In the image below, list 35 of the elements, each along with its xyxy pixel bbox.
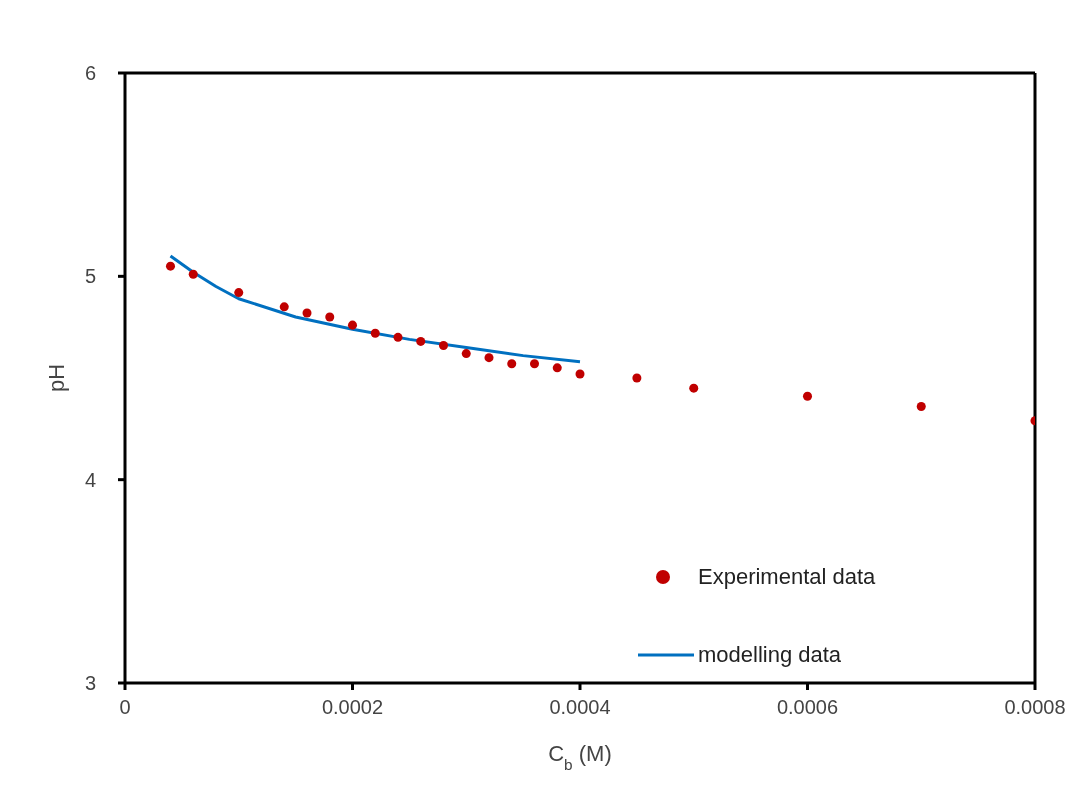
point	[552, 363, 562, 373]
y-tick-label: 6	[84, 62, 96, 85]
x-tick-label: 0.0002	[321, 696, 384, 719]
x-tick-label: 0.0008	[1004, 696, 1066, 719]
y-tick-label: 5	[84, 265, 96, 288]
y-axis-title: pH	[43, 363, 69, 393]
point	[234, 288, 244, 298]
point	[916, 401, 926, 411]
line-series	[169, 254, 582, 364]
point	[507, 359, 517, 369]
x-tick-label: 0	[119, 696, 131, 719]
point	[802, 391, 813, 401]
point	[325, 312, 335, 322]
y-tick-label: 3	[84, 672, 96, 695]
y-tick-label: 4	[84, 468, 96, 491]
x-axis-title: C$_{b}$ (M)	[548, 741, 612, 773]
point	[575, 369, 585, 379]
legend-label: modelling data	[698, 642, 842, 668]
point	[188, 269, 198, 279]
point	[438, 340, 449, 350]
point	[416, 336, 426, 346]
point	[165, 261, 176, 271]
point	[461, 349, 471, 359]
x-tick-label: 0.0006	[776, 696, 839, 719]
point	[529, 359, 540, 369]
point	[279, 302, 289, 312]
point	[689, 383, 699, 393]
point	[484, 353, 494, 363]
point	[632, 373, 642, 383]
point	[347, 320, 358, 330]
point	[393, 332, 403, 342]
point	[302, 308, 312, 318]
point	[370, 328, 380, 338]
legend-label: Experimental data	[698, 564, 876, 590]
x-tick-label: 0.0004	[549, 696, 611, 719]
